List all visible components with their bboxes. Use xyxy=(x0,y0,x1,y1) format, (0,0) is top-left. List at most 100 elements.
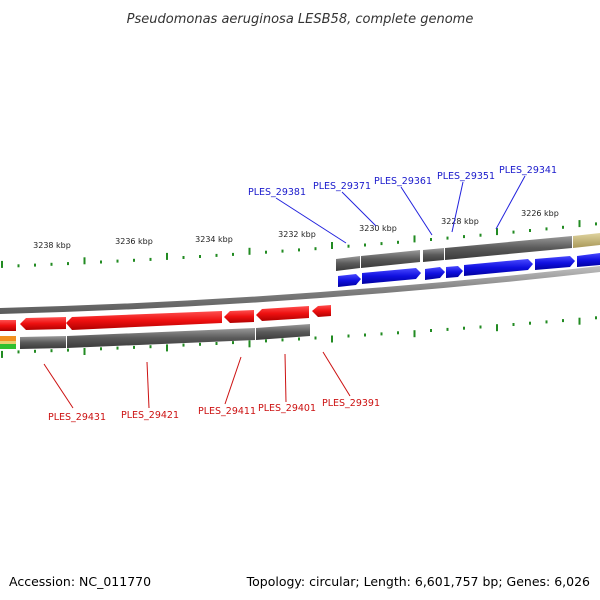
tick-labels: 3238 kbp 3236 kbp 3234 kbp 3232 kbp 3230 kbp… xyxy=(33,209,559,250)
gene-forward-extra xyxy=(577,253,600,267)
minor-tick xyxy=(347,334,350,338)
tick-label: 3232 kbp xyxy=(278,230,316,239)
minor-tick xyxy=(562,319,564,323)
minor-tick xyxy=(314,247,317,251)
minor-tick xyxy=(116,346,119,350)
minor-tick xyxy=(199,255,201,258)
major-tick xyxy=(413,330,416,338)
tick-label: 3238 kbp xyxy=(33,241,71,250)
minor-tick xyxy=(116,259,119,263)
minor-tick xyxy=(463,235,465,239)
major-tick xyxy=(578,317,581,325)
outer-feature-ring xyxy=(336,233,600,271)
major-tick xyxy=(166,344,168,352)
map-title: Pseudomonas aeruginosa LESB58, complete … xyxy=(127,12,474,27)
gene-label-forward: PLES_29371 xyxy=(313,181,371,192)
gene-label-forward: PLES_29361 xyxy=(374,176,432,187)
genome-backbone xyxy=(0,266,600,314)
minor-tick xyxy=(149,257,152,261)
major-tick xyxy=(578,220,581,228)
minor-tick xyxy=(182,343,185,347)
minor-tick xyxy=(446,327,449,331)
inner-tick-ring xyxy=(1,316,597,358)
minor-tick xyxy=(215,253,218,257)
forward-label-lines xyxy=(275,175,526,244)
minor-tick xyxy=(182,256,185,259)
gene-forward-29351 xyxy=(446,266,463,278)
genome-summary-text: Topology: circular; Length: 6,601,757 bp… xyxy=(246,574,590,589)
minor-tick xyxy=(133,258,135,262)
forward-strand-genes xyxy=(338,253,600,287)
major-tick xyxy=(1,260,3,268)
gene-label-forward: PLES_29381 xyxy=(248,187,306,198)
minor-tick xyxy=(100,260,102,264)
minor-tick xyxy=(298,337,300,341)
reverse-gene-labels: PLES_29431 PLES_29421 PLES_29411 PLES_29… xyxy=(48,398,380,423)
gene-reverse-29431 xyxy=(20,317,66,330)
minor-tick xyxy=(34,263,36,267)
minor-tick xyxy=(149,345,152,349)
minor-tick xyxy=(199,342,201,346)
minor-tick xyxy=(446,236,449,240)
forward-gene-labels: PLES_29381 PLES_29371 PLES_29361 PLES_29… xyxy=(248,165,557,198)
minor-tick xyxy=(298,248,300,252)
major-tick xyxy=(331,335,333,343)
major-tick xyxy=(496,324,498,332)
minor-tick xyxy=(397,331,399,335)
minor-tick xyxy=(67,262,69,266)
gene-forward-29341-b xyxy=(535,256,575,270)
reverse-label-lines xyxy=(43,351,351,409)
minor-tick xyxy=(265,339,267,343)
minor-tick xyxy=(17,350,20,354)
major-tick xyxy=(83,348,86,355)
gene-label-reverse: PLES_29431 xyxy=(48,412,106,423)
major-tick xyxy=(496,228,498,236)
tick-label: 3230 kbp xyxy=(359,224,397,233)
minor-tick xyxy=(50,262,53,266)
minor-tick xyxy=(347,244,350,248)
inner-feature-ring xyxy=(0,324,310,349)
minor-tick xyxy=(380,242,383,246)
gene-label-reverse: PLES_29421 xyxy=(121,410,179,421)
minor-tick xyxy=(479,325,482,329)
minor-tick xyxy=(512,323,515,326)
minor-tick xyxy=(562,225,564,229)
minor-tick xyxy=(232,341,234,345)
minor-tick xyxy=(281,338,284,342)
gene-reverse-29411 xyxy=(224,310,254,323)
minor-tick xyxy=(529,229,531,232)
feature-tan xyxy=(573,233,600,248)
gene-label-forward: PLES_29341 xyxy=(499,165,557,176)
minor-tick xyxy=(430,238,432,241)
gene-forward-29381 xyxy=(338,274,361,287)
gene-label-reverse: PLES_29411 xyxy=(198,406,256,417)
gene-label-forward: PLES_29351 xyxy=(437,171,495,182)
minor-tick xyxy=(281,249,284,253)
tick-label: 3234 kbp xyxy=(195,235,233,244)
minor-tick xyxy=(215,342,218,345)
major-tick xyxy=(1,350,3,358)
minor-tick xyxy=(545,227,548,231)
major-tick xyxy=(166,252,168,260)
minor-tick xyxy=(133,345,135,349)
gene-forward-29371 xyxy=(362,268,421,284)
tick-label: 3226 kbp xyxy=(521,209,559,218)
major-tick xyxy=(83,257,86,265)
minor-tick xyxy=(397,240,399,244)
minor-tick xyxy=(50,349,53,353)
gene-reverse-29421 xyxy=(66,311,222,330)
major-tick xyxy=(248,340,251,348)
minor-tick xyxy=(17,264,20,268)
minor-tick xyxy=(463,326,465,330)
minor-tick xyxy=(595,316,597,320)
minor-tick xyxy=(479,233,482,237)
gene-label-reverse: PLES_29401 xyxy=(258,403,316,414)
major-tick xyxy=(248,247,251,255)
gene-reverse-29401 xyxy=(256,306,309,321)
minor-tick xyxy=(430,329,432,332)
accession-text: Accession: NC_011770 xyxy=(9,574,151,589)
major-tick xyxy=(413,235,416,243)
minor-tick xyxy=(380,332,383,336)
minor-tick xyxy=(364,333,366,337)
